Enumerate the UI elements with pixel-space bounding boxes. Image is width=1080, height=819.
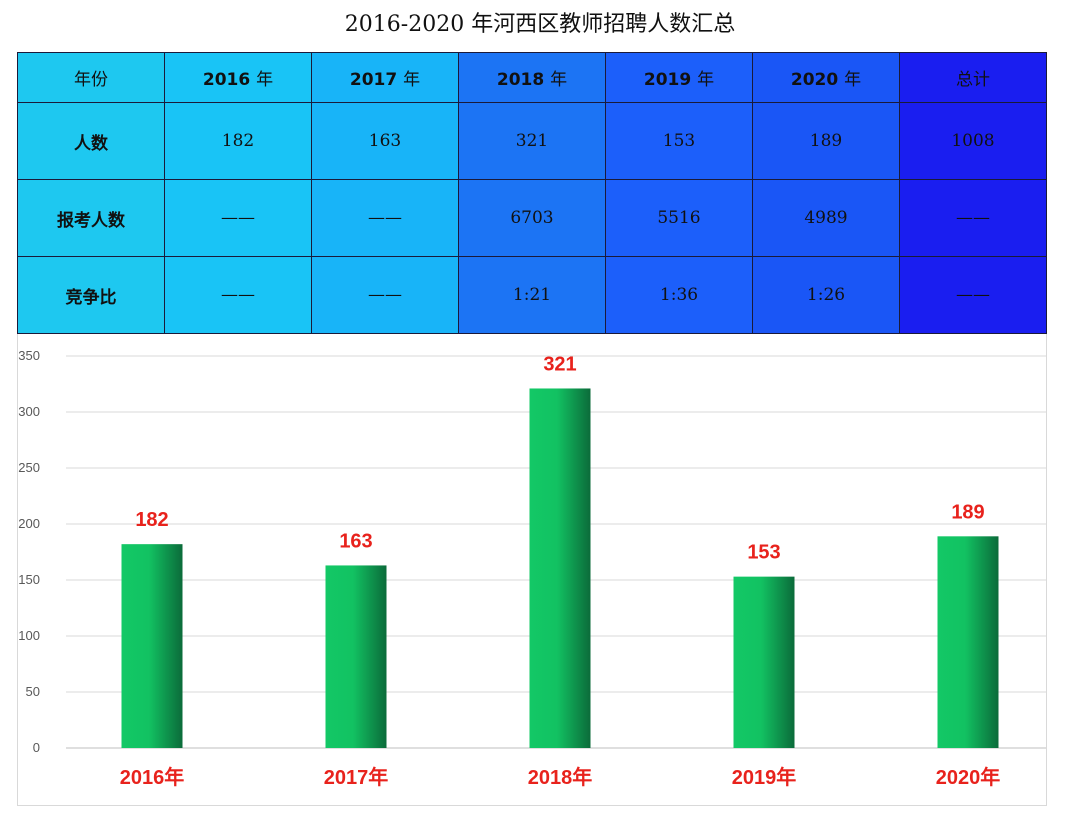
x-category-label: 2016年	[120, 765, 185, 789]
row-label: 人数	[17, 102, 165, 180]
table-cell: 1:21	[458, 256, 606, 334]
bar-2017年	[325, 565, 387, 748]
table-row: 人数 182 163 321 153 189 1008	[17, 102, 1047, 180]
row-label: 竞争比	[17, 256, 165, 334]
data-label: 163	[339, 530, 372, 552]
header-2020: 2020 年	[752, 52, 900, 103]
data-label: 189	[951, 501, 984, 523]
table-cell: 182	[164, 102, 312, 180]
table-cell: 321	[458, 102, 606, 180]
table-cell: 4989	[752, 179, 900, 257]
bar-chart: 0 50 100 150 200 250 300 350 182 2016年 163 2017年 32…	[17, 334, 1047, 806]
row-label: 报考人数	[17, 179, 165, 257]
table-cell: 163	[311, 102, 459, 180]
table-cell: 6703	[458, 179, 606, 257]
summary-table: 年份 2016 年 2017 年 2018 年 2019 年 2020 年 总计…	[17, 52, 1047, 334]
x-category-label: 2017年	[324, 765, 389, 789]
y-tick-label: 200	[18, 516, 40, 531]
x-category-label: 2018年	[528, 765, 593, 789]
bar-2016年	[121, 544, 183, 748]
data-label: 153	[747, 542, 780, 564]
table-cell: 153	[605, 102, 753, 180]
y-tick-label: 300	[18, 404, 40, 419]
y-tick-label: 100	[18, 628, 40, 643]
bar-chart-svg: 0 50 100 150 200 250 300 350 182 2016年 163 2017年 32…	[18, 348, 1046, 789]
table-cell: 5516	[605, 179, 753, 257]
table-cell: ——	[899, 179, 1047, 257]
page-title: 2016-2020 年河西区教师招聘人数汇总	[344, 12, 736, 37]
header-total: 总计	[899, 52, 1047, 103]
table-cell: ——	[164, 256, 312, 334]
table-cell: 1008	[899, 102, 1047, 180]
table-cell: ——	[899, 256, 1047, 334]
table-cell: ——	[311, 179, 459, 257]
bar-2020年	[937, 536, 999, 748]
table-cell: 1:36	[605, 256, 753, 334]
header-2018: 2018 年	[458, 52, 606, 103]
y-tick-label: 250	[18, 460, 40, 475]
header-2016: 2016 年	[164, 52, 312, 103]
table-row: 竞争比 —— —— 1:21 1:36 1:26 ——	[17, 256, 1047, 334]
bar-2018年	[529, 388, 591, 748]
data-label: 182	[135, 509, 168, 531]
table-cell: ——	[311, 256, 459, 334]
header-2017: 2017 年	[311, 52, 459, 103]
x-category-label: 2020年	[936, 765, 1001, 789]
y-tick-label: 350	[18, 348, 40, 363]
table-cell: ——	[164, 179, 312, 257]
x-category-label: 2019年	[732, 765, 797, 789]
header-year-label: 年份	[17, 52, 165, 103]
header-2019: 2019 年	[605, 52, 753, 103]
table-header-row: 年份 2016 年 2017 年 2018 年 2019 年 2020 年 总计	[17, 52, 1047, 103]
y-tick-label: 150	[18, 572, 40, 587]
data-label: 321	[543, 353, 576, 375]
y-tick-label: 50	[26, 684, 40, 699]
y-tick-label: 0	[33, 740, 40, 755]
bar-2019年	[733, 576, 795, 748]
table-cell: 1:26	[752, 256, 900, 334]
table-row: 报考人数 —— —— 6703 5516 4989 ——	[17, 179, 1047, 257]
table-cell: 189	[752, 102, 900, 180]
